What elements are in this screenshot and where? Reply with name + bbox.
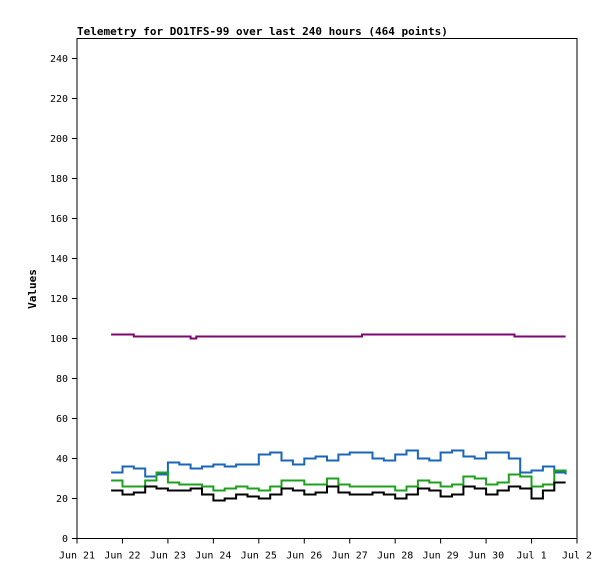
y-tick-label: 180	[50, 174, 68, 185]
x-tick-label: Jun 26	[286, 551, 322, 562]
y-tick-label: 200	[50, 134, 68, 145]
x-tick-label: Jun 29	[423, 551, 459, 562]
y-tick-label: 240	[50, 54, 68, 65]
y-axis: 0 20 40 60 80 100 120 140 160 180 200 220 240	[50, 54, 77, 545]
y-tick-label: 220	[50, 94, 68, 105]
y-tick-label: 160	[50, 214, 68, 225]
y-tick-label: 120	[50, 294, 68, 305]
series-line-4	[111, 481, 566, 502]
chart-title: Telemetry for DO1TFS-99 over last 240 ho…	[77, 25, 448, 38]
y-tick-label: 0	[62, 534, 68, 545]
series-line-2	[111, 449, 567, 478]
x-tick-label: Jun 28	[377, 551, 413, 562]
series-line-1	[111, 333, 566, 340]
x-tick-label: Jun 30	[468, 551, 504, 562]
x-axis: Jun 21 Jun 22 Jun 23 Jun 24 Jun 25 Jun 26 Jun …	[59, 538, 592, 562]
y-axis-label: Values	[26, 269, 39, 309]
x-tick-label: Jun 23	[150, 551, 186, 562]
series-line-3	[111, 469, 567, 492]
plot-frame	[76, 38, 578, 539]
x-tick-label: Jun 24	[195, 551, 231, 562]
x-tick-label: Jul 1	[516, 551, 546, 562]
y-tick-label: 100	[50, 334, 68, 345]
y-tick-label: 40	[56, 454, 68, 465]
x-tick-label: Jun 27	[332, 551, 368, 562]
x-tick-label: Jun 22	[104, 551, 140, 562]
x-tick-label: Jul 2	[562, 551, 592, 562]
series-layer	[111, 333, 567, 502]
y-tick-label: 80	[56, 374, 68, 385]
y-tick-label: 20	[56, 494, 68, 505]
y-tick-label: 60	[56, 414, 68, 425]
y-tick-label: 140	[50, 254, 68, 265]
x-tick-label: Jun 21	[59, 551, 95, 562]
x-tick-label: Jun 25	[241, 551, 277, 562]
